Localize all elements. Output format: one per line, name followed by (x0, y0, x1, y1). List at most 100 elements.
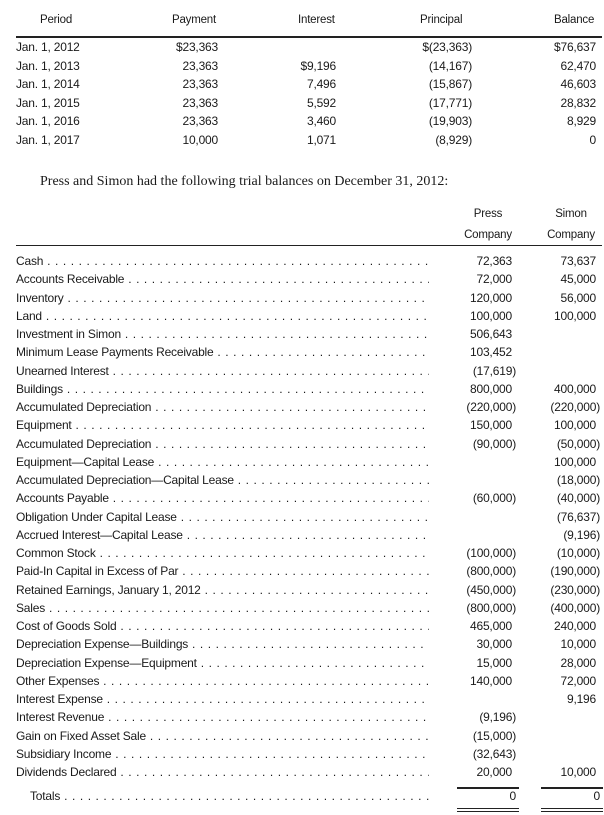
simon-amount: 240,000 (554, 619, 596, 633)
cell-payment: 23,363 (182, 77, 218, 91)
cell-principal: (17,771) (428, 95, 472, 110)
header-press-2: Company (464, 229, 512, 241)
press-amount: 72,363 (476, 254, 512, 268)
trial-balance-row: Accumulated Depreciation—Capital Lease (1… (0, 473, 604, 491)
header-press-1: Press (473, 208, 503, 220)
totals-row: Totals 0 0 (0, 789, 604, 807)
account-name: Dividends Declared (16, 765, 429, 779)
press-amount: (90,000) (472, 436, 516, 451)
account-name: Accounts Receivable (16, 272, 429, 286)
account-name: Inventory (16, 291, 429, 305)
press-amount: 506,643 (470, 327, 512, 341)
simon-amount: (190,000) (550, 564, 600, 579)
simon-amount: 56,000 (560, 290, 596, 305)
cell-payment: 23,363 (182, 114, 218, 128)
cell-principal: (15,867) (428, 77, 472, 91)
trial-balance-row: Equipment 150,000 100,000 (0, 418, 604, 436)
double-rule-press-1 (457, 808, 519, 809)
account-name: Gain on Fixed Asset Sale (16, 729, 429, 743)
cell-principal: (19,903) (428, 114, 472, 128)
press-amount: (60,000) (472, 491, 516, 506)
trial-balance-row: Other Expenses 140,000 72,000 (0, 674, 604, 692)
simon-amount: 400,000 (554, 381, 596, 396)
double-rule-press-2 (457, 811, 519, 812)
account-name: Obligation Under Capital Lease (16, 510, 429, 524)
simon-amount: 28,000 (560, 655, 596, 670)
trial-balance-row: Inventory 120,000 56,000 (0, 291, 604, 309)
account-name: Cost of Goods Sold (16, 619, 429, 633)
account-name: Depreciation Expense—Equipment (16, 656, 429, 670)
account-name: Cash (16, 254, 429, 268)
schedule-row: Jan. 1, 2014 23,363 7,496 (15,867) 46,603 (0, 77, 604, 95)
totals-press: 0 (509, 789, 517, 803)
trial-balance-row: Paid-In Capital in Excess of Par (800,000… (0, 564, 604, 582)
account-name: Subsidiary Income (16, 747, 429, 761)
cell-balance: 28,832 (560, 95, 596, 110)
subtotal-rule-simon (541, 787, 603, 789)
account-name: Buildings (16, 382, 429, 396)
simon-amount: (220,000) (550, 400, 600, 414)
account-name: Unearned Interest (16, 364, 429, 378)
trial-balance-row: Investment in Simon 506,643 (0, 327, 604, 345)
account-name: Equipment—Capital Lease (16, 455, 429, 469)
account-name: Equipment (16, 418, 429, 432)
header-rule (16, 36, 602, 38)
trial-balance-row: Minimum Lease Payments Receivable 103,452 (0, 345, 604, 363)
cell-period: Jan. 1, 2015 (16, 95, 80, 110)
trial-balance-row: Sales (800,000) (400,000) (0, 601, 604, 619)
simon-amount: (9,196) (563, 527, 600, 542)
schedule-row: Jan. 1, 2017 10,000 1,071 (8,929) 0 (0, 133, 604, 151)
cell-payment: 23,363 (182, 95, 218, 110)
account-name: Paid-In Capital in Excess of Par (16, 564, 429, 578)
simon-amount: (230,000) (550, 582, 600, 597)
schedule-row: Jan. 1, 2013 23,363 $9,196 (14,167) 62,470 (0, 59, 604, 77)
cell-balance: 46,603 (560, 77, 596, 91)
account-name: Interest Expense (16, 692, 429, 706)
trial-balance-row: Cash 72,363 73,637 (0, 254, 604, 272)
trial-balance-row: Land 100,000 100,000 (0, 309, 604, 327)
trial-balance-row: Accounts Payable (60,000) (40,000) (0, 491, 604, 509)
header-balance: Balance (554, 14, 595, 26)
schedule-row: Jan. 1, 2015 23,363 5,592 (17,771) 28,832 (0, 96, 604, 114)
trial-balance-row: Accounts Receivable 72,000 45,000 (0, 272, 604, 290)
trial-balance-row: Subsidiary Income (32,643) (0, 747, 604, 765)
account-name: Accumulated Depreciation—Capital Lease (16, 473, 429, 487)
cell-period: Jan. 1, 2017 (16, 132, 80, 147)
schedule-row: Jan. 1, 2012 $23,363 $(23,363) $76,637 (0, 40, 604, 58)
simon-amount: 72,000 (560, 673, 596, 688)
simon-amount: (400,000) (550, 600, 600, 615)
press-amount: 103,452 (470, 345, 512, 360)
header-period: Period (40, 14, 73, 26)
press-amount: 100,000 (470, 308, 512, 323)
press-amount: (9,196) (479, 710, 516, 725)
account-name: Retained Earnings, January 1, 2012 (16, 583, 429, 597)
intro-sentence: Press and Simon had the following trial … (40, 174, 449, 189)
cell-period: Jan. 1, 2012 (16, 40, 80, 54)
simon-amount: 45,000 (560, 272, 596, 287)
simon-amount: 10,000 (560, 765, 596, 779)
press-amount: 20,000 (476, 765, 512, 779)
press-amount: 120,000 (470, 290, 512, 305)
account-name: Sales (16, 601, 429, 615)
simon-amount: 100,000 (554, 454, 596, 469)
press-amount: (220,000) (466, 400, 516, 414)
press-amount: (32,643) (472, 746, 516, 761)
cell-balance: 62,470 (560, 58, 596, 73)
cell-interest: 3,460 (306, 114, 336, 128)
account-name: Depreciation Expense—Buildings (16, 637, 429, 651)
totals-simon: 0 (593, 789, 601, 803)
cell-balance: 8,929 (566, 114, 596, 128)
account-name: Other Expenses (16, 674, 429, 688)
header-interest: Interest (298, 14, 335, 26)
press-amount: 72,000 (476, 272, 512, 287)
account-name: Interest Revenue (16, 710, 429, 724)
schedule-row: Jan. 1, 2016 23,363 3,460 (19,903) 8,929 (0, 114, 604, 132)
simon-amount: (10,000) (556, 546, 600, 560)
trial-balance-row: Interest Expense 9,196 (0, 692, 604, 710)
simon-amount: 9,196 (566, 692, 596, 706)
cell-interest: 1,071 (306, 132, 336, 147)
cell-principal: (8,929) (435, 132, 472, 147)
trial-balance-row: Retained Earnings, January 1, 2012 (450,0… (0, 583, 604, 601)
totals-label: Totals (30, 789, 429, 803)
press-amount: (800,000) (466, 600, 516, 615)
